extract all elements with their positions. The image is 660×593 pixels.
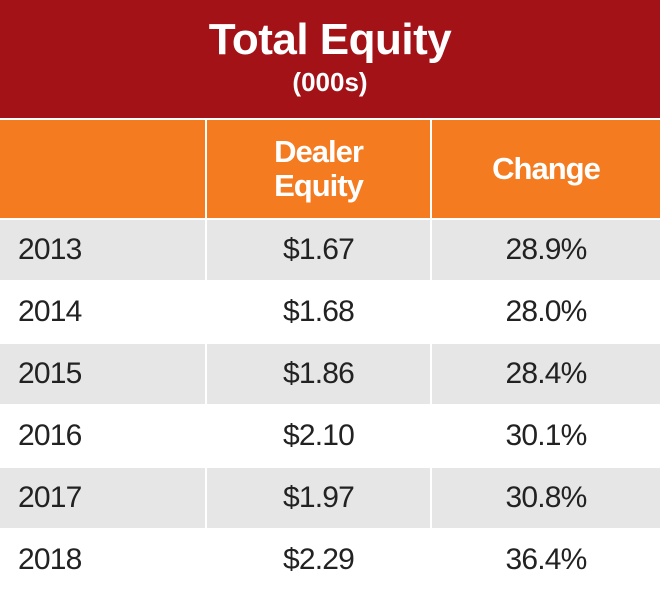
value-cell: $1.68 xyxy=(207,282,430,342)
column-header-text: Dealer Equity xyxy=(274,134,364,203)
value-cell: $1.97 xyxy=(207,468,430,528)
value-cell: 28.4% xyxy=(432,344,660,404)
title: Total Equity xyxy=(208,15,452,64)
column-header: Change xyxy=(432,120,660,218)
value-cell: $2.10 xyxy=(207,406,430,466)
year-cell: 2013 xyxy=(0,220,205,280)
column-header: Dealer Equity xyxy=(207,120,430,218)
value-cell: 28.0% xyxy=(432,282,660,342)
header-cell-empty xyxy=(0,120,205,218)
value-cell: $1.67 xyxy=(207,220,430,280)
year-cell: 2016 xyxy=(0,406,205,466)
value-cell: 30.8% xyxy=(432,468,660,528)
column-header-text: Change xyxy=(492,151,601,186)
year-cell: 2014 xyxy=(0,282,205,342)
value-cell: $2.29 xyxy=(207,530,430,590)
subtitle: (000s) xyxy=(292,67,368,97)
value-cell: 28.9% xyxy=(432,220,660,280)
year-cell: 2018 xyxy=(0,530,205,590)
value-cell: 36.4% xyxy=(432,530,660,590)
value-cell: 30.1% xyxy=(432,406,660,466)
value-cell: $1.86 xyxy=(207,344,430,404)
year-cell: 2017 xyxy=(0,468,205,528)
title-band: Total Equity (000s) xyxy=(0,0,660,118)
year-cell: 2015 xyxy=(0,344,205,404)
table-grid: Dealer Equity Change 2013 $1.67 28.9% 2014 $1.… xyxy=(0,120,660,590)
